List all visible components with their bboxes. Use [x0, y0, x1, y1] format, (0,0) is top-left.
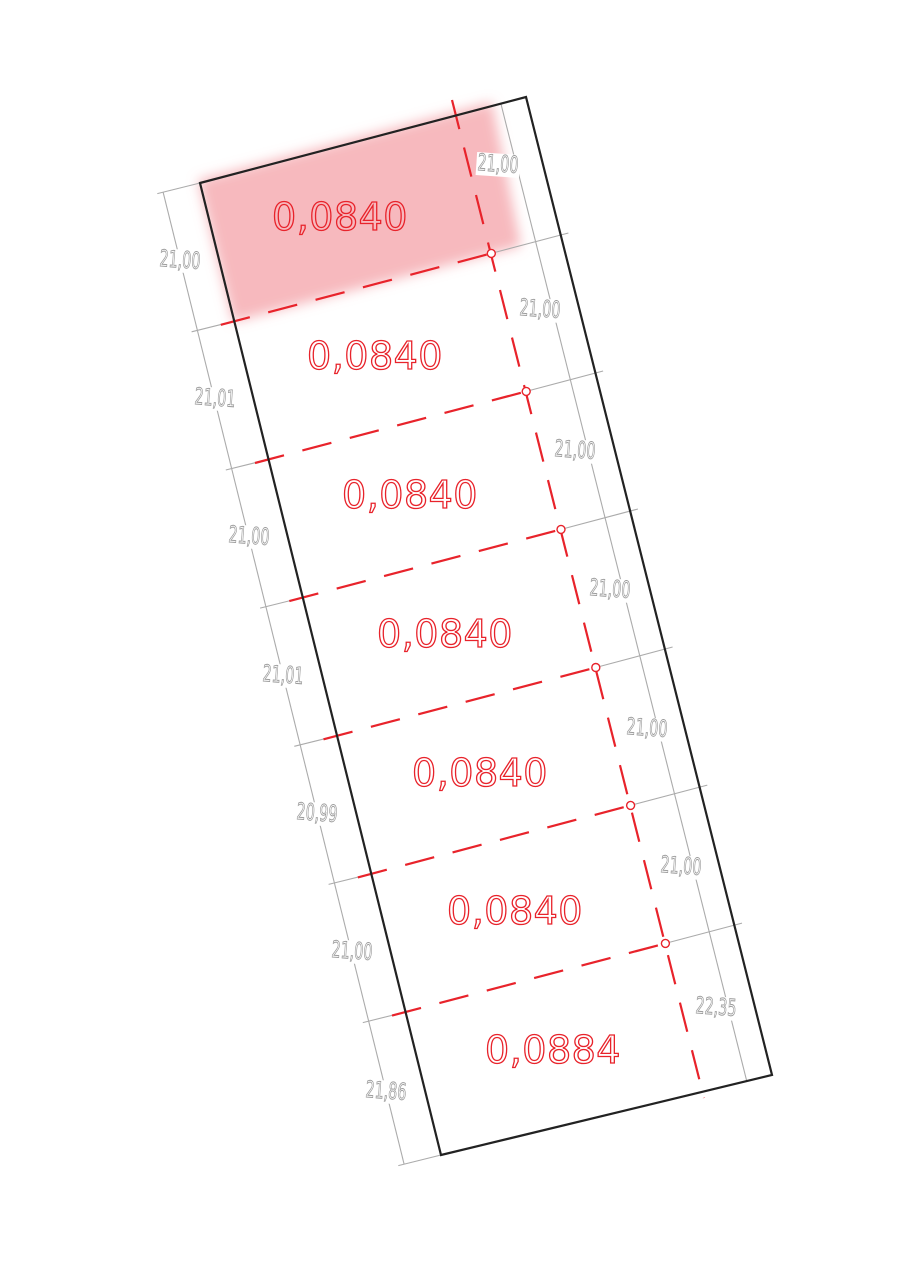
right-dimension-label: 21,00 — [475, 150, 521, 179]
right-dimension-label: 21,00 — [552, 436, 598, 465]
extension-line — [526, 370, 604, 392]
division-node-icon — [660, 938, 671, 949]
lot-area-label: 0,0840 — [376, 612, 513, 656]
right-dimension-label: 22,35 — [693, 993, 739, 1022]
right-dimension-label: 21,00 — [624, 714, 670, 743]
lot-area-label: 0,0840 — [411, 751, 548, 795]
extension-line — [398, 1154, 442, 1167]
left-dimension-label: 21,00 — [226, 522, 272, 551]
left-dimension-label: 20,99 — [294, 799, 340, 828]
division-node-icon — [591, 662, 601, 673]
lot-division-line — [254, 390, 527, 465]
lot-division-line — [391, 942, 666, 1017]
main-division-dashed-line — [450, 99, 706, 1099]
lot-area-label: 0,0840 — [271, 195, 408, 239]
division-lines — [220, 99, 706, 1099]
division-node-icon — [625, 800, 636, 811]
lot-division-line — [289, 528, 562, 603]
extension-line — [491, 232, 569, 254]
parcel-boundary — [198, 95, 774, 1157]
division-node-icon — [521, 386, 531, 397]
extension-line — [560, 508, 639, 530]
left-dimension-label: 21,01 — [192, 384, 238, 413]
left-dimension-label: 21,86 — [363, 1077, 409, 1106]
left-dimension-label: 21,00 — [157, 246, 203, 275]
left-dimension-label: 21,00 — [329, 937, 375, 966]
highlighted-lot-region — [198, 102, 521, 322]
lot-area-label: 0,0840 — [446, 889, 583, 933]
right-dimension-label: 21,00 — [517, 295, 563, 324]
lot-area-label: 0,0840 — [306, 334, 443, 378]
division-nodes — [486, 248, 671, 949]
lot-division-line — [323, 666, 597, 741]
lot-area-label: 0,0884 — [484, 1028, 621, 1072]
extension-line — [595, 646, 673, 669]
extension-line — [157, 182, 201, 195]
right-dimension-label: 21,00 — [587, 575, 633, 604]
right-dimension-label: 21,00 — [658, 852, 704, 881]
division-node-icon — [556, 524, 566, 535]
lot-division-line — [357, 804, 631, 879]
left-dimension-label: 21,01 — [260, 661, 306, 690]
division-node-icon — [486, 248, 496, 259]
extension-line — [665, 922, 743, 944]
extension-line — [630, 784, 708, 806]
lot-area-label: 0,0840 — [341, 473, 478, 517]
